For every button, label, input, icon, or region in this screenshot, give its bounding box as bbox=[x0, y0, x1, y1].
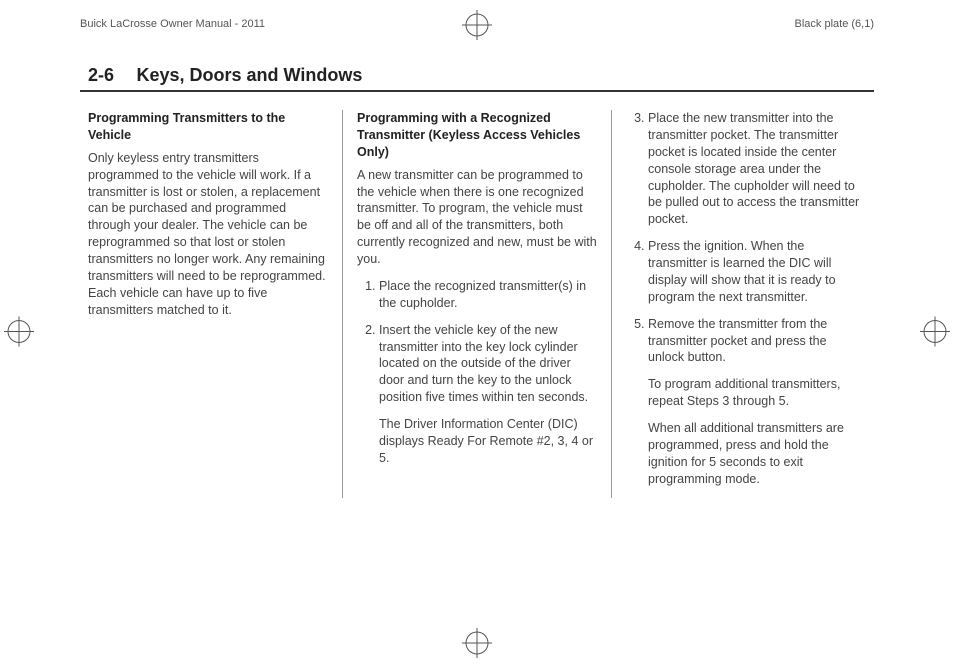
section-title: Keys, Doors and Windows bbox=[136, 65, 362, 85]
column-2: Programming with a Recognized Transmitte… bbox=[342, 110, 611, 498]
step-2-text: Insert the vehicle key of the new transm… bbox=[379, 323, 588, 405]
section-header: 2-6 Keys, Doors and Windows bbox=[80, 65, 874, 92]
step-4: Press the ignition. When the transmitter… bbox=[648, 238, 866, 306]
step-1-text: Place the recognized transmitter(s) in t… bbox=[379, 279, 586, 310]
step-1: Place the recognized transmitter(s) in t… bbox=[379, 278, 597, 312]
registration-mark-right bbox=[920, 317, 950, 352]
column-1: Programming Transmitters to the Vehicle … bbox=[80, 110, 342, 498]
col2-steps: Place the recognized transmitter(s) in t… bbox=[357, 278, 597, 467]
col1-paragraph: Only keyless entry transmitters programm… bbox=[88, 150, 328, 319]
step-2: Insert the vehicle key of the new transm… bbox=[379, 322, 597, 467]
doc-title: Buick LaCrosse Owner Manual - 2011 bbox=[80, 18, 265, 30]
step-3-text: Place the new transmitter into the trans… bbox=[648, 111, 859, 226]
plate-label: Black plate (6,1) bbox=[795, 18, 874, 30]
col3-steps: Place the new transmitter into the trans… bbox=[626, 110, 866, 488]
registration-mark-left bbox=[4, 317, 34, 352]
col2-heading: Programming with a Recognized Transmitte… bbox=[357, 110, 597, 161]
section-number: 2-6 bbox=[88, 65, 114, 85]
step-5-sub-b: When all additional transmitters are pro… bbox=[648, 420, 866, 488]
step-5: Remove the transmitter from the transmit… bbox=[648, 316, 866, 488]
step-5-sub-a: To program additional transmitters, repe… bbox=[648, 376, 866, 410]
page: Buick LaCrosse Owner Manual - 2011 Black… bbox=[0, 0, 954, 668]
step-5-text: Remove the transmitter from the transmit… bbox=[648, 317, 827, 365]
col2-paragraph: A new transmitter can be programmed to t… bbox=[357, 167, 597, 268]
step-4-text: Press the ignition. When the transmitter… bbox=[648, 239, 836, 304]
step-3: Place the new transmitter into the trans… bbox=[648, 110, 866, 228]
step-2-sub: The Driver Information Center (DIC) disp… bbox=[379, 416, 597, 467]
registration-mark-top bbox=[462, 10, 492, 40]
body-columns: Programming Transmitters to the Vehicle … bbox=[50, 110, 904, 498]
col1-heading: Programming Transmitters to the Vehicle bbox=[88, 110, 328, 144]
column-3: Place the new transmitter into the trans… bbox=[611, 110, 874, 498]
registration-mark-bottom bbox=[462, 628, 492, 658]
